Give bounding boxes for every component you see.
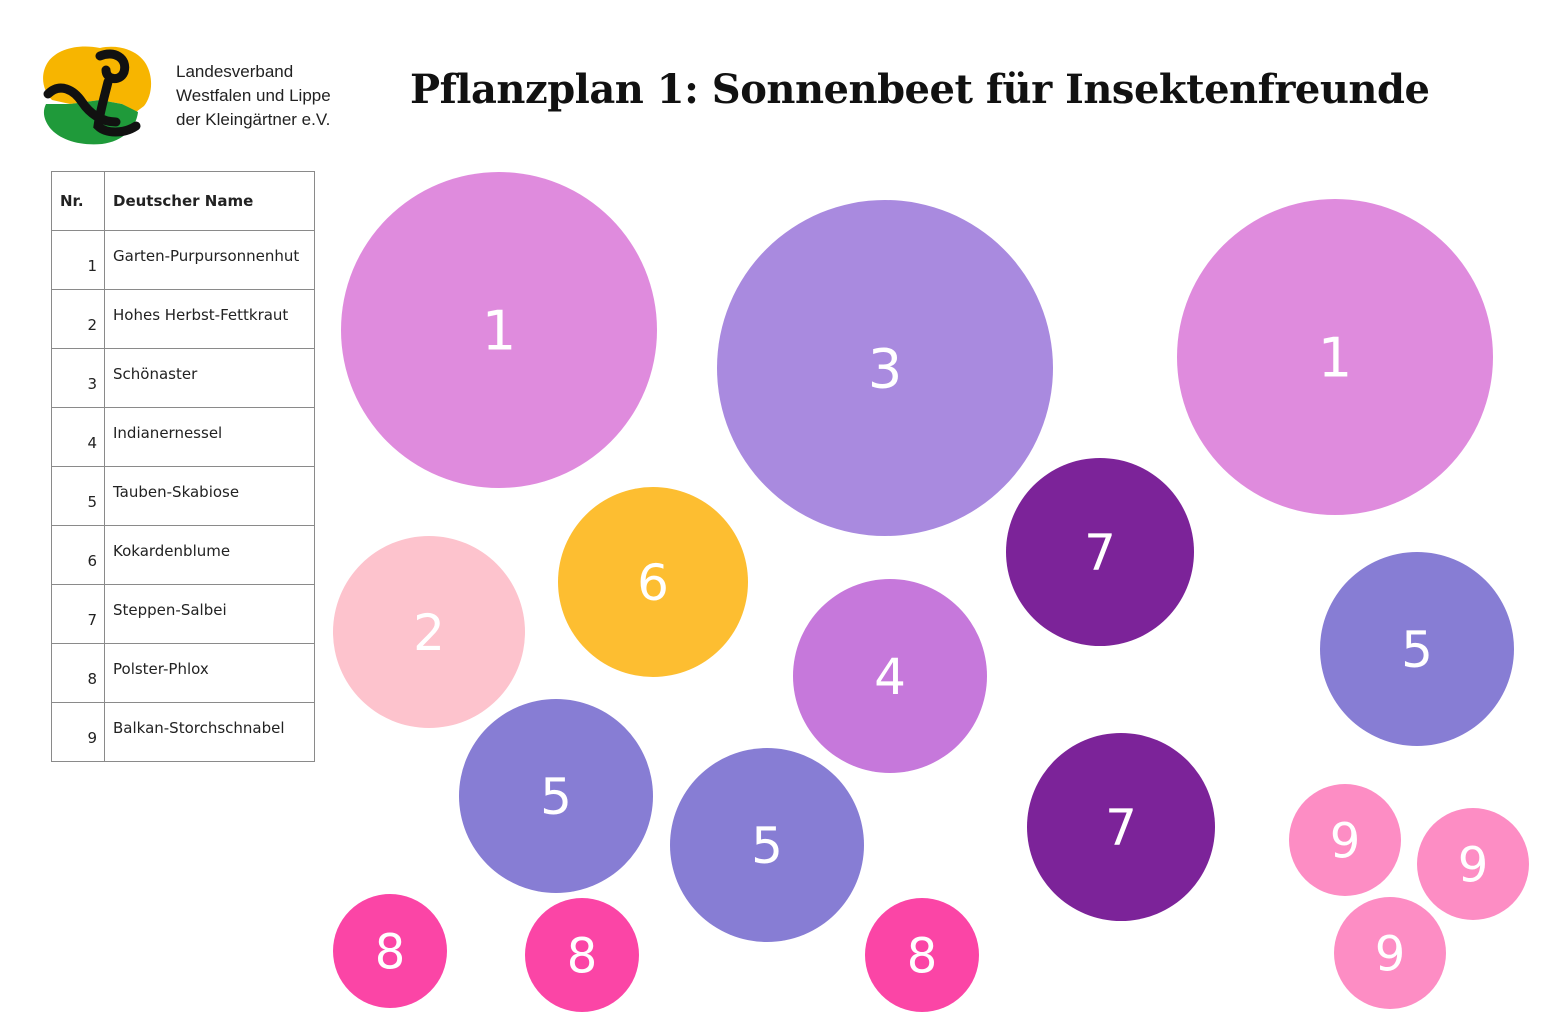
plant-circle-shape <box>793 579 987 773</box>
plant-circle-shape <box>1006 458 1194 646</box>
plant-number-label: 2 <box>413 604 445 662</box>
plant-circle-5: 5 <box>1320 552 1514 746</box>
plant-circle-shape <box>1320 552 1514 746</box>
legend-row: 6 Kokardenblume <box>51 525 315 585</box>
page-title: Pflanzplan 1: Sonnenbeet für Insektenfre… <box>410 66 1430 113</box>
legend-row: 4 Indianernessel <box>51 407 315 467</box>
plant-number-label: 5 <box>540 768 572 826</box>
legend-plant-name: Hohes Herbst-Fettkraut <box>104 289 315 349</box>
legend-nr: 6 <box>51 525 105 585</box>
legend-row: 7 Steppen-Salbei <box>51 584 315 644</box>
plant-circle-5: 5 <box>670 748 864 942</box>
legend-row: 9 Balkan-Storchschnabel <box>51 702 315 762</box>
org-line-1: Landesverband <box>176 62 294 81</box>
plant-circle-shape <box>1177 199 1493 515</box>
plant-circle-1: 1 <box>341 172 657 488</box>
plant-number-label: 1 <box>1318 326 1352 389</box>
plant-number-label: 7 <box>1105 799 1137 857</box>
plant-circle-shape <box>1027 733 1215 921</box>
plant-number-label: 3 <box>868 337 902 400</box>
legend-plant-name: Indianernessel <box>104 407 315 467</box>
plant-circle-1: 1 <box>1177 199 1493 515</box>
plant-number-label: 1 <box>482 299 516 362</box>
plant-number-label: 9 <box>1330 813 1361 869</box>
plant-number-label: 8 <box>567 928 598 984</box>
plant-circle-shape <box>670 748 864 942</box>
plant-circle-shape <box>1417 808 1529 920</box>
plant-circle-5: 5 <box>459 699 653 893</box>
legend-row: 3 Schönaster <box>51 348 315 408</box>
plant-circle-8: 8 <box>525 898 639 1012</box>
logo-figure-stroke <box>43 49 141 137</box>
plant-circle-8: 8 <box>865 898 979 1012</box>
plant-circle-8: 8 <box>333 894 447 1008</box>
org-line-2: Westfalen und Lippe <box>176 86 331 105</box>
legend-header-row: Nr. Deutscher Name <box>51 171 315 231</box>
legend-plant-name: Steppen-Salbei <box>104 584 315 644</box>
plant-circle-shape <box>717 200 1053 536</box>
plant-circle-shape <box>333 536 525 728</box>
organization-name: Landesverband Westfalen und Lippe der Kl… <box>176 60 331 132</box>
plant-circle-7: 7 <box>1006 458 1194 646</box>
plant-circle-9: 9 <box>1417 808 1529 920</box>
plant-number-label: 8 <box>375 924 406 980</box>
legend-plant-name: Kokardenblume <box>104 525 315 585</box>
legend-plant-name: Balkan-Storchschnabel <box>104 702 315 762</box>
legend-nr: 9 <box>51 702 105 762</box>
plant-circle-9: 9 <box>1289 784 1401 896</box>
legend-row: 8 Polster-Phlox <box>51 643 315 703</box>
plant-number-label: 5 <box>751 817 783 875</box>
kleingaertner-logo <box>43 46 152 145</box>
legend-plant-name: Schönaster <box>104 348 315 408</box>
legend-nr: 7 <box>51 584 105 644</box>
plant-circle-6: 6 <box>558 487 748 677</box>
legend-nr: 8 <box>51 643 105 703</box>
plant-circle-9: 9 <box>1334 897 1446 1009</box>
plant-circle-7: 7 <box>1027 733 1215 921</box>
plant-number-label: 5 <box>1401 621 1433 679</box>
plant-circle-shape <box>459 699 653 893</box>
legend-nr: 1 <box>51 230 105 290</box>
plant-number-label: 9 <box>1375 926 1406 982</box>
legend-nr: 5 <box>51 466 105 526</box>
plant-circle-2: 2 <box>333 536 525 728</box>
plant-circle-shape <box>1289 784 1401 896</box>
legend-plant-name: Polster-Phlox <box>104 643 315 703</box>
plant-circle-shape <box>1334 897 1446 1009</box>
org-line-3: der Kleingärtner e.V. <box>176 110 331 129</box>
plant-circle-shape <box>558 487 748 677</box>
plant-number-label: 8 <box>907 928 938 984</box>
plant-number-label: 4 <box>874 648 906 706</box>
plant-circle-shape <box>865 898 979 1012</box>
legend-plant-name: Garten-Purpursonnenhut <box>104 230 315 290</box>
plant-number-label: 6 <box>637 554 669 612</box>
plant-circle-shape <box>341 172 657 488</box>
plant-legend-table: Nr. Deutscher Name 1 Garten-Purpursonnen… <box>51 171 315 762</box>
legend-header-name: Deutscher Name <box>104 171 315 231</box>
plant-number-label: 7 <box>1084 524 1116 582</box>
plant-circle-3: 3 <box>717 200 1053 536</box>
plant-circle-shape <box>333 894 447 1008</box>
legend-nr: 3 <box>51 348 105 408</box>
legend-row: 1 Garten-Purpursonnenhut <box>51 230 315 290</box>
plant-circle-4: 4 <box>793 579 987 773</box>
plant-circle-shape <box>525 898 639 1012</box>
legend-nr: 4 <box>51 407 105 467</box>
plant-number-label: 9 <box>1458 837 1489 893</box>
